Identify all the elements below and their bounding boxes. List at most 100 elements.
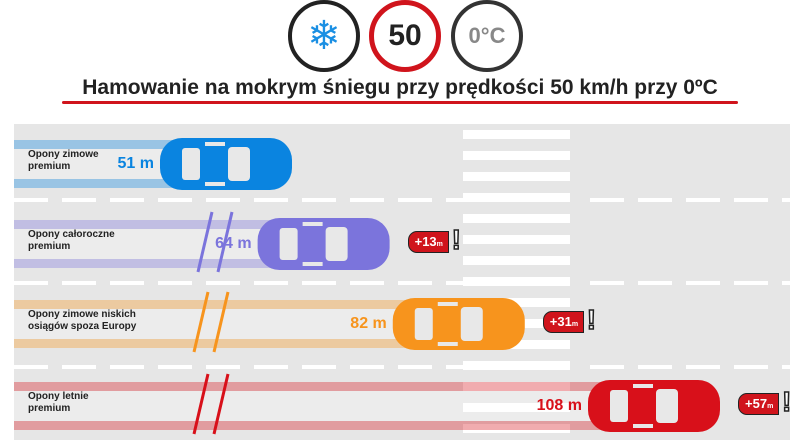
lane-divider [734,281,768,285]
lane-divider [590,365,624,369]
warning-exclamation-icon: ! [781,386,792,417]
crosswalk-stripe [463,193,570,202]
distance-label: 82 m [350,315,387,332]
warning-exclamation-icon: ! [451,224,462,255]
car-windshield [325,227,348,261]
lane-divider [14,365,48,369]
break-mark [196,211,214,273]
trail-band [14,229,278,259]
lane-divider [782,281,800,285]
lane-divider [206,365,240,369]
lane-divider [350,198,384,202]
trail-band [14,391,608,421]
lane-divider [350,365,384,369]
crosswalk-stripe [463,235,570,244]
car-body [160,138,292,190]
category-label: Opony całoroczne premium [28,229,115,253]
distance-label: 108 m [536,397,582,414]
lane-divider [734,198,768,202]
car-side-window [205,142,225,146]
category-label-line: osiągów spoza Europy [28,321,137,332]
category-label: Opony zimowe premium [28,149,99,173]
difference-value: +31 [549,314,572,329]
crosswalk-stripe [463,277,570,286]
speed-limit-value: 50 [388,19,422,52]
difference-unit: m [571,321,579,328]
page-title: Hamowanie na mokrym śniegu przy prędkośc… [82,76,718,99]
trail-stripe [14,140,180,149]
snowflake-icon: ❄ [288,0,360,72]
warning-exclamation-icon: ! [586,304,597,335]
break-mark [212,373,230,435]
trail-stripe [14,382,608,391]
trail-stripe [14,300,413,309]
car-side-window [437,302,458,306]
temperature-sign: 0°C [451,0,523,72]
difference-badge: +57m [738,393,780,415]
lane-divider [206,281,240,285]
car-side-window [302,262,323,266]
difference-value: +13 [414,234,437,249]
lane-divider [158,198,192,202]
lane-divider [686,198,720,202]
difference-unit: m [767,403,774,410]
category-label-line: Opony całoroczne [28,229,115,240]
lane-divider [638,281,672,285]
lane-divider [638,365,672,369]
lane-divider [62,365,96,369]
distance-label: 64 m [215,235,252,252]
lane-divider [158,281,192,285]
crosswalk-stripe [463,382,570,391]
break-mark [192,373,210,435]
crosswalk-stripe [463,151,570,160]
category-label-line: Opony zimowe [28,149,99,160]
lane-divider [686,281,720,285]
lane-divider [398,281,432,285]
category-label-line: Opony zimowe niskich [28,309,136,320]
difference-badge: +31m [542,311,585,333]
break-mark [192,291,210,353]
distance-label: 51 m [117,155,154,172]
crosswalk-stripe [463,214,570,223]
lane-divider [254,365,288,369]
category-label-line: premium [28,403,71,414]
trail-band [14,309,413,339]
lane-divider [302,281,336,285]
lane-divider [638,198,672,202]
lane-divider [782,198,800,202]
car-rear-window [182,148,200,180]
lane-divider [254,281,288,285]
car-side-window [633,424,653,428]
difference-badge: +13m [407,231,449,253]
crosswalk-stripe [463,256,570,265]
title-underline [62,101,738,104]
trail-stripe [14,220,278,229]
difference-unit: m [436,241,443,248]
lane-divider [398,365,432,369]
break-mark [216,211,234,273]
crosswalk-stripe [463,361,570,370]
crosswalk-stripe [463,298,570,307]
category-label-line: premium [28,241,71,252]
car-side-window [633,384,653,388]
lane-divider [14,198,48,202]
car-body [257,218,390,270]
trail-stripe [14,259,278,268]
lane-divider [14,281,48,285]
trail-stripe [14,339,413,348]
lane-divider [158,365,192,369]
lane-divider [446,198,480,202]
trail-band [14,149,180,179]
car-rear-window [610,390,628,422]
trail-stripe [14,179,180,188]
car-side-window [437,342,458,346]
speed-limit-sign: 50 [369,0,441,72]
car-windshield [460,307,483,341]
car-side-window [302,222,323,226]
lane-divider [254,198,288,202]
difference-value: +57 [745,396,768,411]
lane-divider [62,281,96,285]
car-body [588,380,720,432]
crosswalk-stripe [463,403,570,412]
